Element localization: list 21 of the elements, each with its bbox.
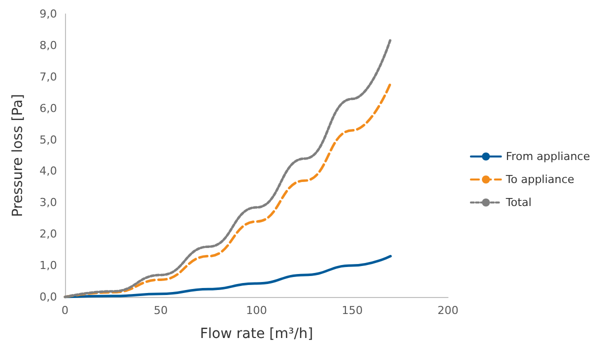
y-tick-label: 6,0 <box>40 102 57 115</box>
x-tick-label: 50 <box>154 304 168 317</box>
y-tick-label: 7,0 <box>40 70 57 84</box>
y-tick-label: 0,0 <box>40 290 57 304</box>
y-tick-label: 8,0 <box>40 38 57 52</box>
x-tick-label: 0 <box>62 304 68 317</box>
x-axis-title: Flow rate [m³/h] <box>200 326 314 342</box>
x-tick-label: 100 <box>246 304 267 317</box>
y-tick-label: 2,0 <box>40 228 57 241</box>
y-tick-label: 3,0 <box>40 196 57 210</box>
y-tick-label: 9,0 <box>40 8 57 20</box>
legend-label: To appliance <box>504 173 575 186</box>
x-tick-label: 200 <box>438 304 458 317</box>
y-tick-label: 1,0 <box>40 259 57 272</box>
x-tick-label: 150 <box>342 304 363 317</box>
y-tick-label: 4,0 <box>40 164 57 178</box>
line-series <box>64 38 392 298</box>
y-tick-label: 5,0 <box>40 133 57 146</box>
legend-label: From appliance <box>506 150 590 163</box>
legend-label: Total <box>504 196 532 209</box>
y-axis-title: Pressure loss [Pa] <box>10 94 26 218</box>
